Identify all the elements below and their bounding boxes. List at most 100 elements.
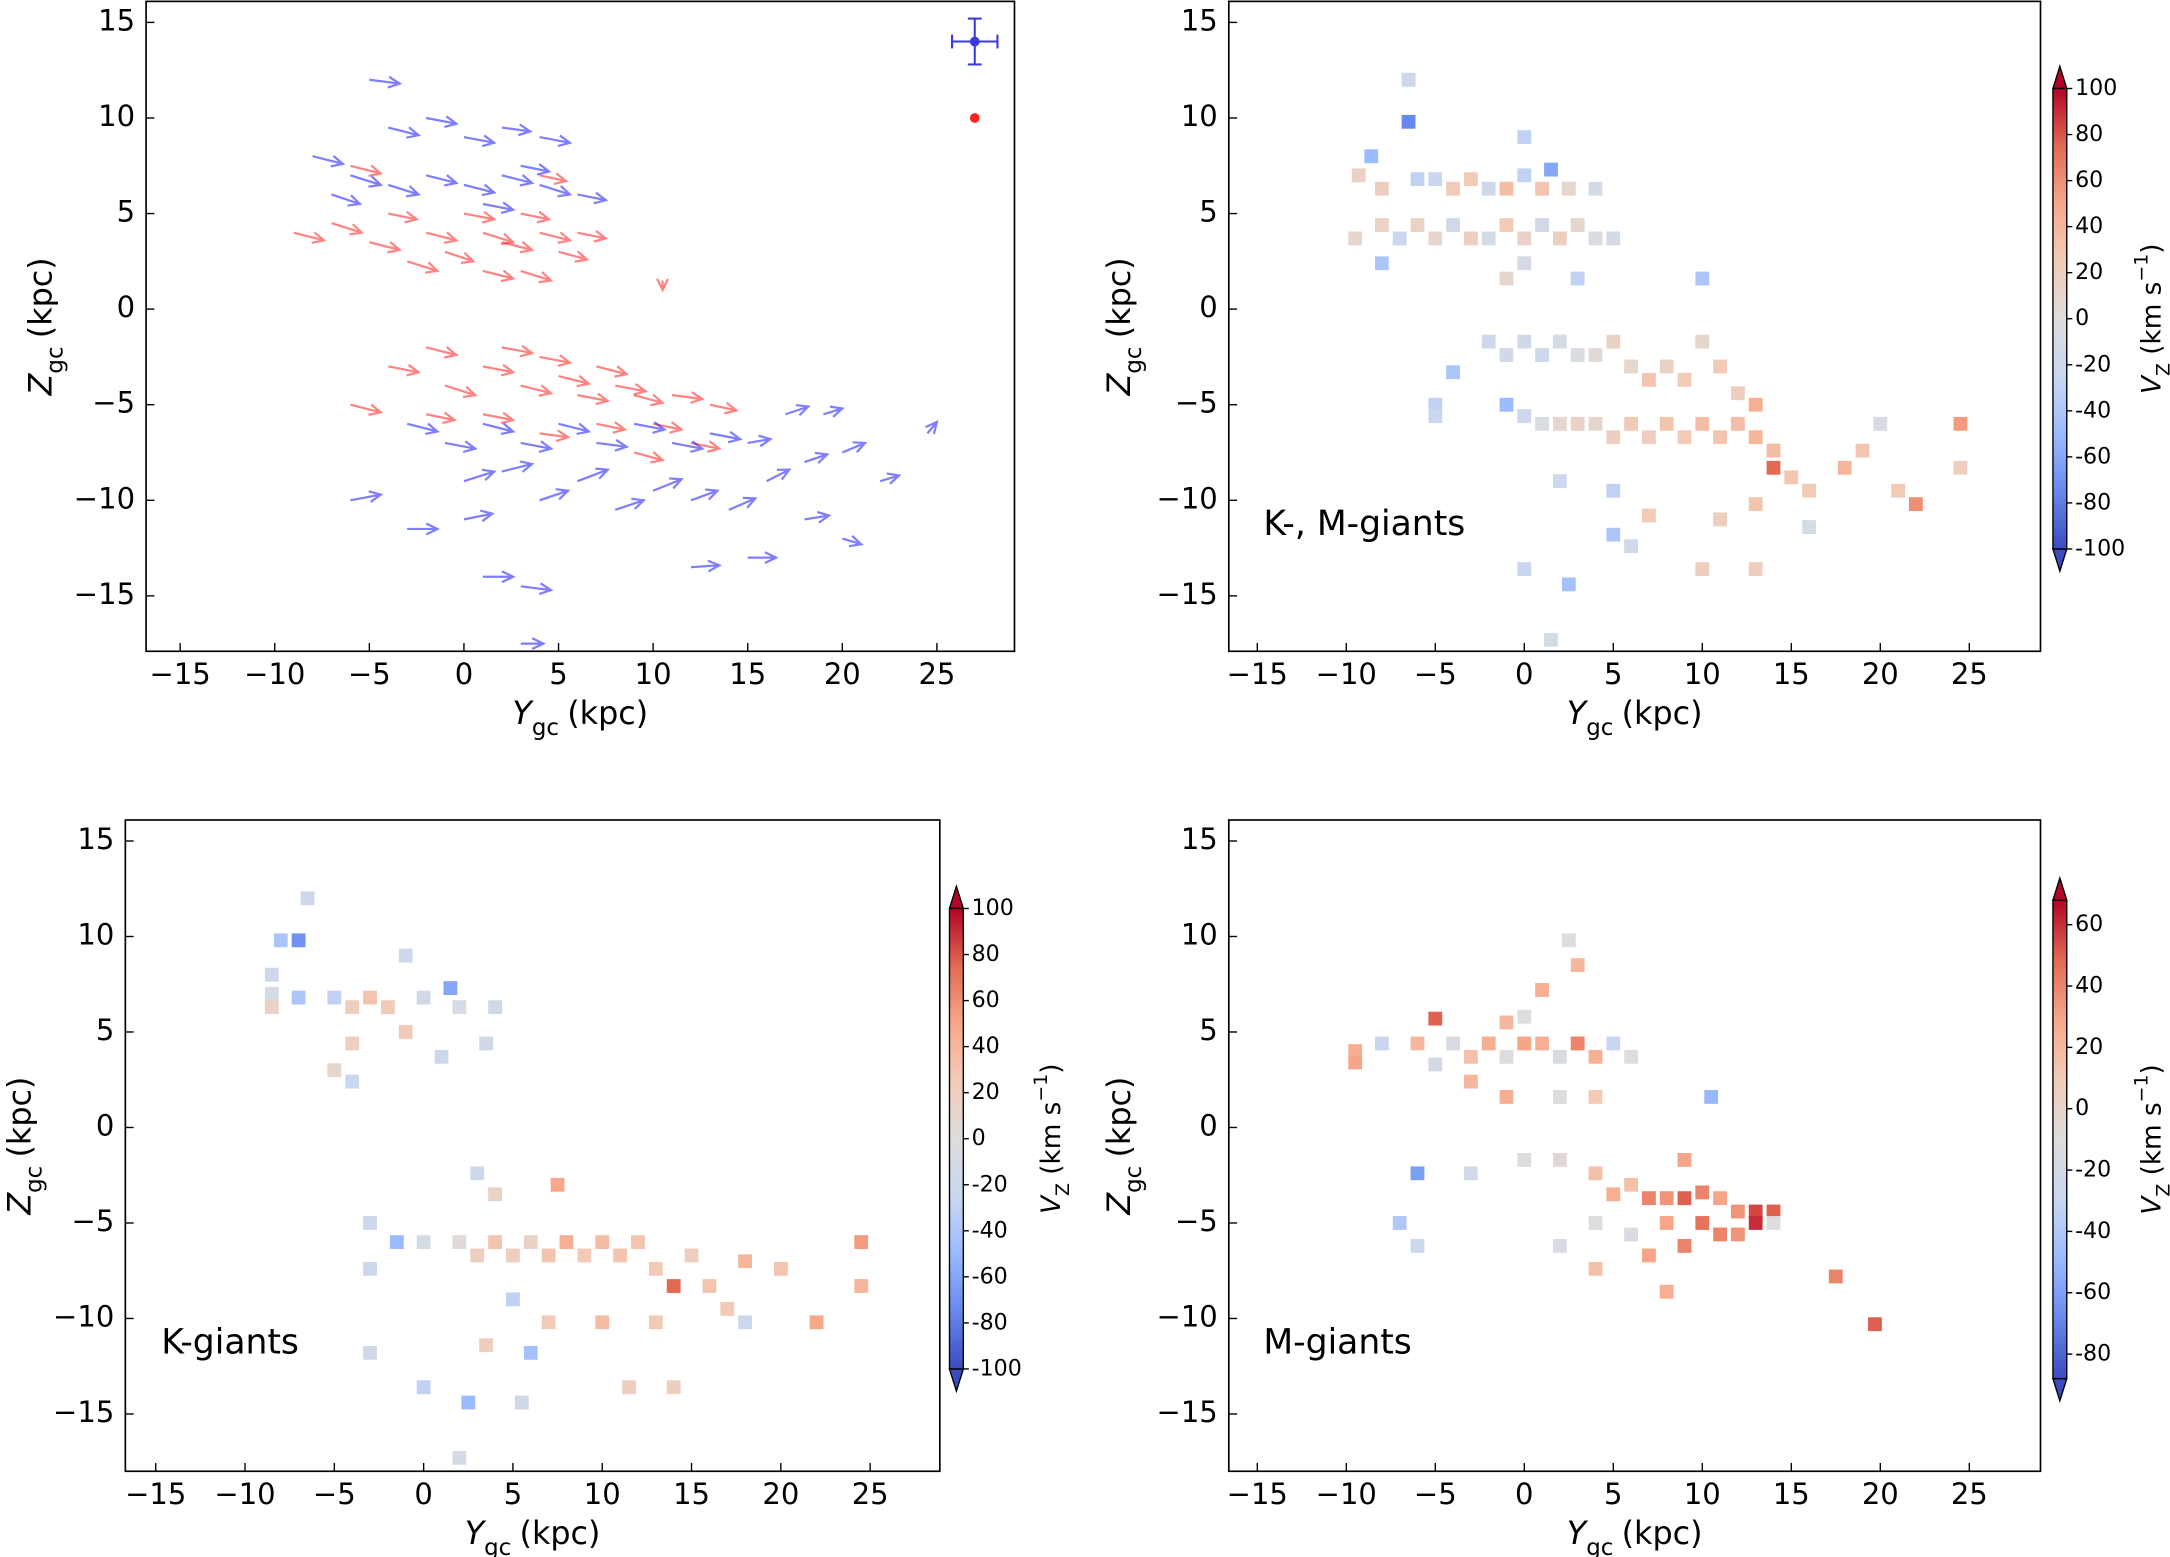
cell: [479, 1036, 494, 1051]
cell: [1535, 181, 1550, 196]
cell: [488, 1235, 502, 1249]
y-tick-label: 10: [1181, 917, 1218, 951]
cell: [1713, 430, 1728, 445]
y-axis-label-part: (kpc): [1101, 257, 1138, 338]
arrow: [671, 391, 705, 404]
cell: [595, 1235, 610, 1249]
cell: [1499, 218, 1514, 232]
cell: [854, 1279, 869, 1293]
cell: [1446, 218, 1461, 232]
cell: [1624, 1227, 1639, 1242]
cell: [1704, 1090, 1719, 1104]
arrow: [350, 174, 384, 188]
cell: [398, 1025, 413, 1039]
cell: [854, 1235, 869, 1249]
arrow: [501, 344, 535, 358]
arrow: [407, 522, 440, 536]
y-tick-label: −10: [1157, 1299, 1218, 1333]
x-tick-label: −15: [1227, 1477, 1288, 1511]
cell: [443, 981, 458, 995]
y-tick-label: −15: [1157, 1395, 1218, 1429]
cell: [631, 1235, 645, 1249]
colorbar-tick-label: 80: [972, 941, 1000, 967]
colorbar-tick-label: 100: [2075, 75, 2117, 101]
colorbar-tick-label: -100: [972, 1355, 1022, 1381]
colorbar-tick-label: -100: [2075, 535, 2125, 561]
cell: [1624, 359, 1639, 374]
cell: [416, 1235, 431, 1249]
x-axis-label-part: gc: [1586, 1534, 1613, 1557]
colorbar-tick-label: 0: [2075, 1095, 2089, 1121]
cell: [1535, 218, 1550, 232]
arrow: [444, 250, 476, 264]
cell: [470, 1166, 485, 1181]
y-axis-label-part: Z: [1101, 1192, 1138, 1216]
cell: [1499, 1090, 1514, 1104]
arrow: [520, 384, 554, 397]
x-axis-label-part: (kpc): [1622, 695, 1703, 732]
cell: [1570, 1036, 1585, 1051]
arrow: [841, 441, 868, 454]
cell: [1624, 1177, 1639, 1192]
y-axis-label-part: Z: [22, 372, 59, 396]
x-axis-label: Ygc (kpc): [1567, 695, 1703, 741]
cell: [1695, 416, 1710, 431]
arrow: [388, 363, 422, 377]
colorbar-tick-label: 20: [972, 1079, 1000, 1105]
cell: [389, 1235, 404, 1249]
arrow: [652, 477, 684, 492]
cell: [773, 1261, 788, 1276]
cell: [1552, 231, 1567, 246]
colorbar-tick-label: -80: [2075, 489, 2111, 515]
cell: [1410, 1036, 1425, 1051]
cell: [1624, 539, 1639, 554]
cell: [1713, 1227, 1728, 1242]
arrow: [463, 183, 497, 197]
arrow: [482, 570, 516, 584]
cell: [1766, 443, 1781, 458]
arrow: [444, 384, 478, 399]
arrow: [539, 134, 573, 148]
y-tick-label: −10: [53, 1299, 114, 1333]
colorbar-label-part: Z: [2152, 363, 2170, 376]
cell: [434, 1049, 449, 1064]
x-tick-label: 10: [1684, 1477, 1721, 1511]
cell: [345, 1000, 360, 1015]
arrow: [520, 637, 546, 651]
colorbar-extend: [948, 884, 965, 910]
x-tick-label: 20: [762, 1477, 799, 1511]
cell: [1401, 114, 1416, 129]
annotation: M-giants: [1263, 1323, 1411, 1363]
colorbar-tick-label: -60: [972, 1263, 1008, 1289]
cell: [1659, 1216, 1674, 1230]
cell: [1463, 1074, 1478, 1089]
colorbar-extend: [2051, 64, 2068, 90]
cell: [1374, 1036, 1389, 1051]
y-axis-label-part: gc: [1120, 346, 1146, 373]
cell: [1401, 72, 1416, 87]
cell: [809, 1315, 824, 1330]
colorbar-label-part: V: [2137, 1195, 2167, 1215]
cell: [1348, 231, 1363, 246]
cell: [1855, 443, 1870, 458]
cell: [1677, 372, 1692, 387]
y-tick-label: −10: [1157, 481, 1218, 515]
cell: [506, 1248, 520, 1263]
annotation: K-, M-giants: [1263, 504, 1465, 544]
cell: [1517, 562, 1532, 577]
arrow: [463, 210, 497, 224]
cell: [380, 1000, 395, 1015]
colorbar-label-part: ): [2137, 244, 2167, 254]
x-axis-label-part: Y: [465, 1515, 487, 1552]
x-tick-label: −5: [1414, 657, 1457, 691]
cell: [1748, 430, 1763, 445]
colorbar-tick-label: -20: [972, 1171, 1008, 1197]
cell: [1570, 218, 1585, 232]
x-tick-label: −5: [313, 1477, 356, 1511]
y-axis-label-part: gc: [42, 346, 68, 373]
arrow: [293, 231, 327, 244]
arrow: [482, 422, 516, 436]
cell: [1730, 386, 1745, 401]
cell: [1481, 334, 1496, 349]
y-tick-label: −10: [74, 481, 135, 515]
